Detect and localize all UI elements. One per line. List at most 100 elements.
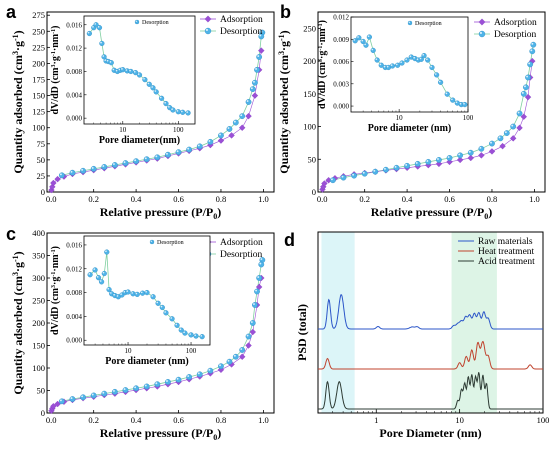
desorption-point (503, 130, 510, 136)
inset-y-tick-label: 0.009 (333, 36, 349, 44)
inset-point-highlight (164, 101, 166, 104)
inset-point-highlight (94, 23, 97, 25)
x-tick-label: 0.4 (131, 194, 142, 204)
inset-legend-marker-highlight (135, 20, 137, 22)
inset-point (444, 91, 450, 97)
x-axis-title: Relative pressure (P/P0) (100, 205, 222, 221)
inset-point-highlight (194, 334, 197, 337)
adsorption-point (48, 186, 55, 194)
inset-point-highlight (430, 65, 432, 68)
inset-legend-marker-highlight (408, 21, 410, 23)
y-tick-label: 200 (32, 318, 45, 328)
inset-y-tick-label: 0.000 (66, 337, 82, 345)
x-tick-label: 10 (455, 415, 464, 425)
inset-point-highlight (426, 58, 428, 61)
desorption-point (69, 169, 76, 176)
inset-point-highlight (102, 271, 105, 274)
inset-y-tick-label: 0.012 (333, 14, 349, 22)
panel-c: c 0 50 100 150 200 250 300 350 400 0.0 0.2 0.4 0.6 0.8… (6, 224, 275, 442)
inset-x-tick-label: 10 (119, 126, 127, 134)
inset-point (425, 57, 431, 63)
desorption-point-highlight (134, 159, 137, 162)
inset-x-tick-label: 100 (173, 126, 184, 134)
inset-point (437, 79, 444, 85)
inset-x-tick-label: 10 (396, 114, 404, 122)
desorption-point (245, 333, 252, 340)
inset-point-highlight (145, 290, 147, 293)
desorption-point (523, 84, 529, 91)
inset-point-highlight (126, 290, 129, 292)
desorption-point (133, 385, 140, 392)
desorption-point-highlight (437, 158, 439, 160)
inset-y-tick-label: 0.016 (66, 21, 82, 29)
inset-x-axis-title: Pore diameter (nm) (105, 356, 189, 367)
desorption-point (80, 167, 86, 174)
legend-marker-desorption-highlight (205, 28, 208, 32)
panel-b: b 0 50 100 150 200 250 0.0 0.2 0.4 0.6 0.8 1.0 Relati… (277, 2, 546, 221)
desorption-point (529, 48, 536, 55)
desorption-point-highlight (255, 67, 258, 70)
x-tick-label: 0.6 (444, 194, 455, 204)
inset-legend-label: Desorption (157, 240, 184, 246)
inset-point (139, 290, 146, 296)
desorption-point (111, 162, 118, 168)
desorption-point (252, 79, 258, 86)
adsorption-point (245, 112, 252, 120)
desorption-point-highlight (528, 62, 531, 65)
inset-point (434, 72, 440, 78)
inset-point-highlight (99, 280, 102, 282)
inset-point (163, 310, 169, 316)
inset-y-axis-title: dV/dD (cm3·g-1·nm-1) (50, 246, 61, 335)
legend-label: Raw materials (478, 237, 533, 247)
inset-point (395, 62, 401, 68)
inset-point (150, 294, 156, 300)
inset-point-highlight (116, 295, 119, 297)
inset-point-highlight (107, 287, 110, 290)
desorption-point (497, 135, 504, 142)
desorption-point-highlight (81, 168, 84, 171)
inset-point-highlight (121, 68, 123, 70)
inset-point-highlight (183, 331, 185, 334)
inset-point-highlight (160, 305, 163, 308)
inset-point (170, 107, 176, 113)
inset-point-highlight (390, 64, 393, 66)
adsorption-point (456, 156, 464, 164)
inset-point (356, 35, 362, 41)
inset-y-tick-label: 0.000 (333, 103, 349, 111)
inset-point (374, 57, 380, 63)
desorption-point (530, 41, 537, 48)
inset-point-highlight (434, 73, 437, 75)
y-tick-label: 0 (41, 408, 45, 418)
x-tick-label: 0.8 (487, 194, 498, 204)
y-tick-label: 175 (32, 75, 45, 85)
desorption-point (252, 302, 258, 308)
inset-point (169, 316, 175, 322)
inset-point (134, 291, 140, 297)
inset-point-highlight (135, 292, 138, 295)
desorption-point-highlight (123, 388, 126, 391)
inset-point (188, 332, 194, 338)
desorption-point-highlight (426, 160, 429, 162)
inset-point-highlight (176, 110, 179, 112)
desorption-point-highlight (260, 30, 263, 33)
desorption-point-highlight (197, 372, 200, 375)
desorption-point-highlight (526, 75, 529, 78)
inset-point (155, 300, 161, 306)
inset-point-highlight (96, 276, 99, 278)
desorption-point (232, 119, 239, 126)
desorption-point-highlight (259, 262, 262, 265)
desorption-point (404, 162, 411, 169)
desorption-point (207, 367, 214, 374)
desorption-point-highlight (91, 166, 94, 169)
inset-point (96, 25, 103, 31)
inset-y-tick-label: 0.016 (66, 241, 82, 249)
y-tick-label: 25 (37, 171, 46, 181)
desorption-point-highlight (102, 391, 105, 394)
x-tick-label: 0.0 (46, 415, 57, 425)
desorption-point-highlight (112, 163, 115, 165)
desorption-point-highlight (187, 375, 190, 377)
desorption-point-highlight (70, 170, 73, 173)
inset-point-highlight (133, 70, 136, 73)
desorption-point (414, 160, 421, 167)
inset-point (389, 63, 396, 69)
